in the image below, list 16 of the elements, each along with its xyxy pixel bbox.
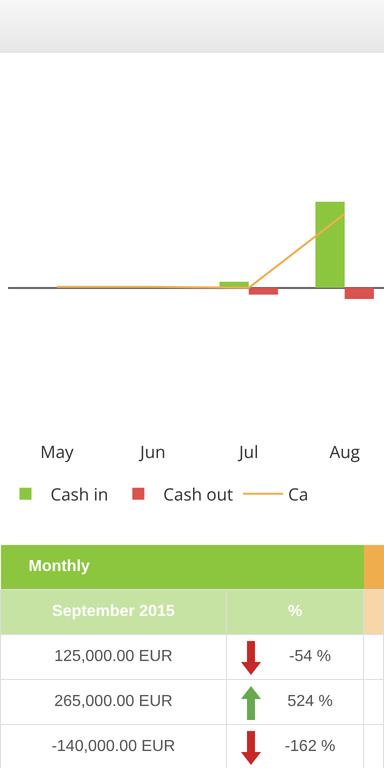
x-tick-label: Jun — [138, 440, 166, 463]
text: 524 % — [287, 693, 333, 710]
text: 125,000.00 EUR — [0, 634, 226, 680]
text: % — [226, 590, 364, 634]
x-tick-label: Jul — [237, 440, 258, 463]
text: September 2015 — [0, 590, 226, 634]
text: -162 % — [284, 738, 336, 755]
legend-label: Cash out — [163, 482, 234, 506]
x-tick-label: Aug — [329, 440, 360, 463]
x-tick-label: May — [40, 440, 74, 463]
text: -54 % — [289, 648, 331, 665]
text: Monthly — [0, 545, 364, 590]
text: 265,000.00 EUR — [0, 680, 226, 724]
legend-label: Ca — [288, 482, 308, 506]
text: -140,000.00 EUR — [0, 724, 226, 768]
legend-label: Cash in — [50, 482, 108, 506]
